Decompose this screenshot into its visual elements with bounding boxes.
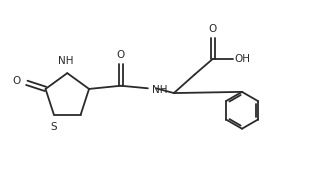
Text: O: O [13, 76, 21, 86]
Text: NH: NH [152, 85, 167, 95]
Text: O: O [117, 50, 125, 60]
Text: OH: OH [234, 54, 250, 64]
Text: NH: NH [58, 56, 73, 66]
Text: S: S [51, 122, 57, 132]
Text: O: O [209, 24, 217, 34]
